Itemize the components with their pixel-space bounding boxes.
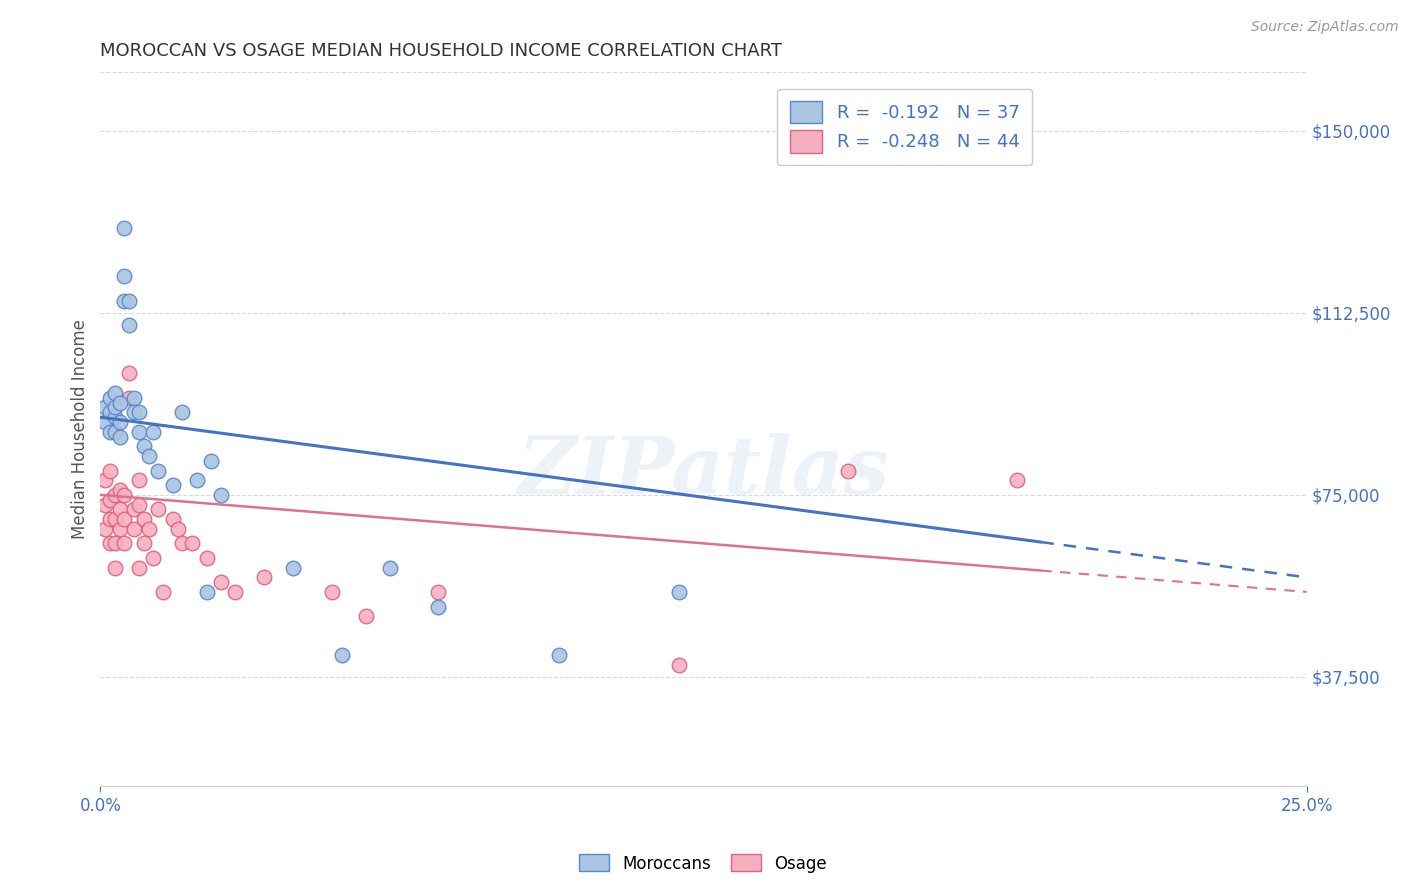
Point: [98, 405, 121, 419]
Point: [122, 391, 145, 405]
Point: [148, 502, 170, 516]
Point: [837, 464, 859, 478]
Point: [114, 269, 136, 284]
Point: [114, 220, 136, 235]
Point: [181, 536, 204, 550]
Point: [108, 522, 131, 536]
Point: [108, 395, 131, 409]
Point: [108, 429, 131, 443]
Point: [94, 522, 117, 536]
Point: [114, 293, 136, 308]
Point: [200, 454, 222, 468]
Point: [128, 498, 150, 512]
Point: [108, 483, 131, 497]
Point: [132, 536, 155, 550]
Point: [378, 560, 401, 574]
Point: [148, 464, 170, 478]
Point: [118, 293, 141, 308]
Y-axis label: Median Household Income: Median Household Income: [72, 319, 89, 540]
Point: [354, 609, 377, 624]
Legend: R =  -0.192   N = 37, R =  -0.248   N = 44: R = -0.192 N = 37, R = -0.248 N = 44: [778, 88, 1032, 165]
Point: [118, 367, 141, 381]
Point: [114, 512, 136, 526]
Point: [132, 439, 155, 453]
Point: [668, 585, 690, 599]
Point: [118, 391, 141, 405]
Point: [104, 512, 127, 526]
Point: [142, 551, 165, 566]
Point: [427, 599, 450, 614]
Point: [114, 536, 136, 550]
Point: [172, 536, 194, 550]
Point: [122, 502, 145, 516]
Point: [195, 551, 218, 566]
Point: [128, 405, 150, 419]
Point: [132, 512, 155, 526]
Text: ZIPatlas: ZIPatlas: [517, 434, 890, 511]
Point: [138, 522, 160, 536]
Point: [98, 536, 121, 550]
Point: [104, 425, 127, 439]
Point: [668, 657, 690, 672]
Point: [98, 464, 121, 478]
Point: [283, 560, 305, 574]
Point: [547, 648, 569, 662]
Point: [166, 522, 188, 536]
Point: [128, 473, 150, 487]
Point: [104, 410, 127, 425]
Text: Source: ZipAtlas.com: Source: ZipAtlas.com: [1251, 20, 1399, 34]
Point: [104, 560, 127, 574]
Point: [108, 502, 131, 516]
Point: [162, 478, 184, 492]
Point: [224, 585, 246, 599]
Point: [98, 492, 121, 507]
Point: [209, 488, 232, 502]
Point: [330, 648, 353, 662]
Text: MOROCCAN VS OSAGE MEDIAN HOUSEHOLD INCOME CORRELATION CHART: MOROCCAN VS OSAGE MEDIAN HOUSEHOLD INCOM…: [100, 42, 782, 60]
Point: [114, 488, 136, 502]
Point: [98, 512, 121, 526]
Point: [122, 522, 145, 536]
Point: [138, 449, 160, 463]
Point: [94, 498, 117, 512]
Point: [108, 415, 131, 429]
Point: [98, 425, 121, 439]
Point: [94, 415, 117, 429]
Point: [142, 425, 165, 439]
Point: [104, 536, 127, 550]
Point: [172, 405, 194, 419]
Point: [118, 318, 141, 332]
Point: [128, 560, 150, 574]
Point: [104, 488, 127, 502]
Legend: Moroccans, Osage: Moroccans, Osage: [572, 847, 834, 880]
Point: [1005, 473, 1028, 487]
Point: [94, 473, 117, 487]
Point: [98, 391, 121, 405]
Point: [128, 425, 150, 439]
Point: [253, 570, 276, 584]
Point: [427, 585, 450, 599]
Point: [195, 585, 218, 599]
Point: [104, 385, 127, 400]
Point: [104, 401, 127, 415]
Point: [152, 585, 174, 599]
Point: [186, 473, 208, 487]
Point: [321, 585, 343, 599]
Point: [162, 512, 184, 526]
Point: [94, 401, 117, 415]
Point: [122, 405, 145, 419]
Point: [209, 575, 232, 590]
